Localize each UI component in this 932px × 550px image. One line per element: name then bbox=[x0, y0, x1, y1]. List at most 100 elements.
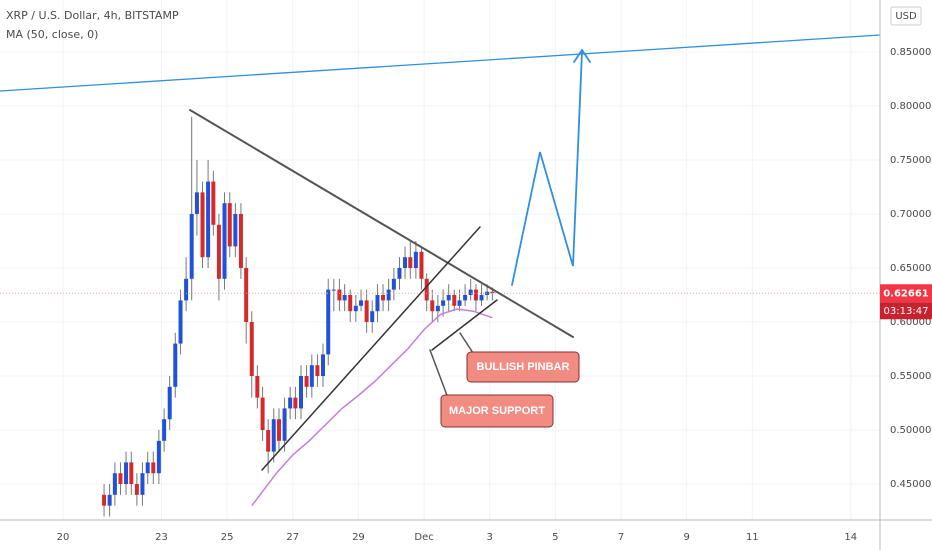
candle-body bbox=[266, 430, 271, 452]
last-price-box bbox=[880, 284, 932, 303]
callout-box bbox=[440, 394, 554, 428]
candle-body bbox=[304, 376, 309, 387]
y-tick-label: 0.70000 bbox=[890, 209, 931, 220]
candle-body bbox=[441, 300, 446, 306]
trend-line bbox=[0, 34, 881, 92]
x-tick-label: 23 bbox=[155, 532, 168, 543]
x-tick-label: 27 bbox=[286, 532, 299, 543]
y-tick-label: 0.45000 bbox=[890, 479, 931, 490]
candle-body bbox=[178, 300, 183, 344]
candle-body bbox=[359, 300, 364, 306]
candle-body bbox=[238, 213, 243, 268]
currency: USD bbox=[895, 11, 917, 22]
candle-body bbox=[386, 289, 391, 301]
candle-body bbox=[342, 294, 347, 301]
x-tick-label: Dec bbox=[414, 532, 433, 543]
candle-body bbox=[391, 278, 396, 290]
candle-body bbox=[167, 386, 172, 420]
candle-body bbox=[320, 354, 325, 377]
candle-body bbox=[222, 203, 227, 279]
candle-body bbox=[293, 397, 298, 409]
candle-body bbox=[309, 365, 314, 387]
candle-body bbox=[463, 294, 468, 301]
overlay: 0.45000 0.50000 0.55000 0.60000 0.65000 0.700… bbox=[0, 47, 932, 543]
candle-body bbox=[408, 257, 413, 268]
candle-body bbox=[337, 289, 342, 301]
grid bbox=[0, 0, 880, 520]
y-tick-label: 0.80000 bbox=[890, 101, 931, 112]
x-tick-label: 8 bbox=[0, 532, 1, 543]
x-tick-label: 11 bbox=[746, 532, 759, 543]
trend-line bbox=[261, 226, 481, 471]
candle-body bbox=[277, 419, 282, 441]
callout-box bbox=[466, 351, 580, 383]
candle-body bbox=[194, 192, 199, 214]
candle-body bbox=[173, 343, 178, 387]
countdown-box bbox=[880, 302, 932, 320]
candle-body bbox=[151, 462, 156, 474]
candle-body bbox=[403, 257, 408, 268]
y-tick-label: 0.50000 bbox=[890, 425, 931, 436]
candle-body bbox=[468, 289, 473, 295]
x-tick-label: 7 bbox=[618, 532, 624, 543]
candle-body bbox=[288, 397, 293, 409]
y-tick-label: 0.75000 bbox=[890, 155, 931, 166]
chart-title: XRP / U.S. Dollar, 4h, BITSTAMP bbox=[6, 9, 179, 22]
candle-body bbox=[413, 251, 418, 268]
candle-body bbox=[473, 289, 478, 301]
x-tick-label: 5 bbox=[552, 532, 558, 543]
candle-body bbox=[227, 203, 232, 247]
x-tick-label: 3 bbox=[487, 532, 493, 543]
candle-body bbox=[118, 473, 123, 485]
x-tick-label: 20 bbox=[57, 532, 70, 543]
candle-body bbox=[419, 251, 424, 279]
candle-body bbox=[485, 291, 490, 295]
candle-body bbox=[490, 291, 495, 294]
candle-body bbox=[255, 376, 260, 398]
candle-body bbox=[348, 294, 353, 312]
y-tick-label: 0.55000 bbox=[890, 371, 931, 382]
candle-body bbox=[216, 224, 221, 279]
ma-line bbox=[251, 308, 493, 507]
countdown: 03:13:47 bbox=[884, 306, 929, 317]
candle-body bbox=[375, 294, 380, 312]
candle-body bbox=[435, 305, 440, 312]
x-tick-label: 29 bbox=[352, 532, 365, 543]
candle-body bbox=[124, 462, 129, 485]
candle-body bbox=[211, 181, 216, 225]
last-price-label: 0.62661 bbox=[883, 288, 929, 299]
candle-body bbox=[424, 278, 429, 301]
candle-body bbox=[370, 311, 375, 323]
x-tick-label: 25 bbox=[221, 532, 234, 543]
callout-pointer bbox=[429, 349, 449, 399]
candle-body bbox=[184, 278, 189, 301]
indicator-label: MA (50, close, 0) bbox=[6, 28, 98, 41]
candle-body bbox=[260, 397, 265, 431]
currency-badge[interactable] bbox=[890, 6, 922, 26]
candle-body bbox=[102, 494, 107, 506]
x-tick-label: 14 bbox=[844, 532, 857, 543]
candle-body bbox=[200, 192, 205, 258]
candle-body bbox=[112, 473, 117, 495]
candle-body bbox=[452, 294, 457, 306]
plot bbox=[0, 116, 880, 517]
candle-body bbox=[381, 294, 386, 301]
callout-text: BULLISH PINBAR bbox=[477, 361, 570, 373]
drawings bbox=[0, 34, 881, 471]
trend-line bbox=[431, 299, 498, 351]
candle-body bbox=[315, 365, 320, 377]
candle-body bbox=[364, 300, 369, 323]
candle-body bbox=[457, 300, 462, 306]
candle-body bbox=[353, 305, 358, 312]
time-axis bbox=[0, 520, 880, 550]
trend-line bbox=[189, 109, 574, 338]
candle-body bbox=[430, 300, 435, 312]
projection-path bbox=[511, 51, 583, 286]
candle-body bbox=[140, 473, 145, 495]
y-tick-label: 0.65000 bbox=[890, 263, 931, 274]
candle-body bbox=[189, 213, 194, 279]
candle-body bbox=[271, 419, 276, 452]
candle-body bbox=[446, 294, 451, 301]
candle-body bbox=[331, 289, 336, 291]
